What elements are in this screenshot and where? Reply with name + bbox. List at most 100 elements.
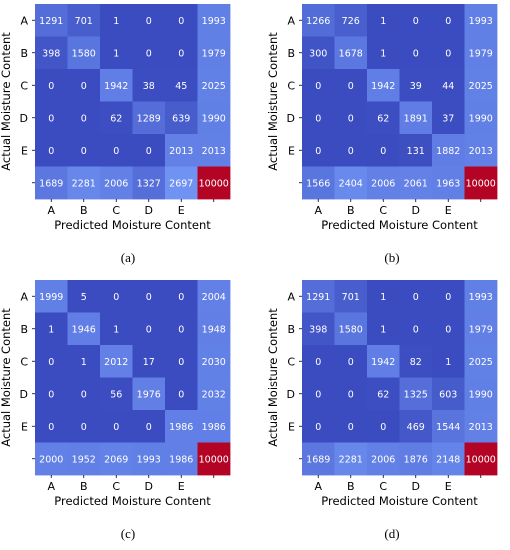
heatmap-cell [132, 134, 166, 167]
heatmap-cell [399, 442, 433, 476]
cell-value-label: 10000 [199, 454, 229, 465]
heatmap-cell [100, 166, 133, 200]
y-axis-label: Actual Moisture Content [0, 308, 13, 447]
cell-value-label: 2281 [339, 454, 363, 465]
cell-value-label: 2030 [202, 357, 226, 368]
heatmap-cell [67, 166, 101, 200]
heatmap-cell [302, 101, 335, 135]
cell-value-label: 1 [380, 48, 386, 59]
heatmap-cell [334, 134, 368, 167]
heatmap-cell [302, 280, 335, 313]
cell-value-label: 0 [48, 81, 54, 92]
y-tick-label: D [20, 388, 28, 401]
y-tick-label: A [287, 290, 295, 303]
cell-value-label: 0 [348, 113, 354, 124]
cell-value-label: 2013 [469, 146, 493, 157]
heatmap-cell [464, 312, 498, 346]
x-axis-label: Predicted Moisture Content [54, 218, 211, 232]
heatmap-cell [334, 69, 368, 102]
heatmap-cell [334, 4, 368, 37]
y-tick-label: B [20, 47, 28, 60]
cell-value-label: 0 [413, 48, 419, 59]
heatmap-cell [35, 69, 68, 102]
heatmap-cell [100, 312, 133, 346]
x-tick-label: E [445, 480, 452, 493]
heatmap-cell [132, 166, 166, 200]
cell-value-label: 469 [407, 422, 425, 433]
panel-caption: (a) [121, 250, 135, 265]
heatmap-cell [67, 345, 101, 378]
cell-value-label: 2025 [469, 357, 493, 368]
heatmap-cell [432, 280, 465, 313]
cell-value-label: 2148 [436, 454, 460, 465]
cell-value-label: 1946 [72, 324, 96, 335]
heatmap-cell [165, 312, 198, 346]
heatmap-cell [197, 280, 231, 313]
cell-value-label: 1327 [137, 178, 161, 189]
x-axis-label: Predicted Moisture Content [321, 494, 478, 508]
cell-value-label: 0 [315, 81, 321, 92]
cell-value-label: 0 [81, 113, 87, 124]
heatmap-cell [334, 280, 368, 313]
cell-value-label: 10000 [466, 454, 496, 465]
heatmap-cell [165, 134, 198, 167]
x-tick-label: A [314, 204, 322, 217]
heatmap-cell [464, 101, 498, 135]
x-tick-label: E [445, 204, 452, 217]
y-tick-label: D [287, 112, 295, 125]
cell-value-label: 1986 [169, 422, 193, 433]
cell-value-label: 398 [42, 48, 60, 59]
heatmap-cell [334, 101, 368, 135]
heatmap-cell [132, 280, 166, 313]
x-tick-label: E [178, 204, 185, 217]
cell-value-label: 2012 [104, 357, 128, 368]
cell-value-label: 1 [380, 324, 386, 335]
heatmap-cell [464, 69, 498, 102]
cell-value-label: 701 [342, 292, 360, 303]
cell-value-label: 0 [445, 292, 451, 303]
cell-value-label: 0 [348, 357, 354, 368]
heatmap-cell [165, 410, 198, 443]
heatmap-cell [197, 166, 231, 200]
heatmap-cell [432, 101, 465, 135]
cell-value-label: 1990 [202, 113, 226, 124]
heatmap-cell [165, 166, 198, 200]
heatmap-cell [67, 134, 101, 167]
cell-value-label: 0 [48, 389, 54, 400]
heatmap-cell [35, 345, 68, 378]
heatmap-cell [399, 36, 433, 70]
cell-value-label: 10000 [466, 178, 496, 189]
heatmap-cell [367, 166, 400, 200]
cell-value-label: 0 [113, 146, 119, 157]
y-tick-label: A [287, 14, 295, 27]
heatmap-cell [367, 345, 400, 378]
heatmap-cell [367, 280, 400, 313]
x-tick-label: D [145, 204, 153, 217]
y-tick-label: C [20, 79, 28, 92]
cell-value-label: 1 [445, 357, 451, 368]
cell-value-label: 1 [81, 357, 87, 368]
heatmap-cell [334, 442, 368, 476]
heatmap-cell [302, 69, 335, 102]
cell-value-label: 2404 [339, 178, 363, 189]
heatmap-cell [132, 442, 166, 476]
x-tick-label: C [112, 480, 120, 493]
heatmap-cell [197, 101, 231, 135]
heatmap-cell [432, 69, 465, 102]
cell-value-label: 62 [110, 113, 122, 124]
heatmap-cell [464, 410, 498, 443]
heatmap-cell [302, 345, 335, 378]
cell-value-label: 0 [81, 389, 87, 400]
y-tick-label: B [20, 323, 28, 336]
heatmap-cell [35, 312, 68, 346]
cell-value-label: 38 [143, 81, 155, 92]
heatmap-cell [367, 36, 400, 70]
heatmap-cell [302, 312, 335, 346]
heatmap-cell [464, 345, 498, 378]
cell-value-label: 639 [172, 113, 190, 124]
cell-value-label: 1993 [137, 454, 161, 465]
heatmap-cell [132, 410, 166, 443]
y-tick-label: B [287, 47, 295, 60]
heatmap-cell [399, 377, 433, 411]
